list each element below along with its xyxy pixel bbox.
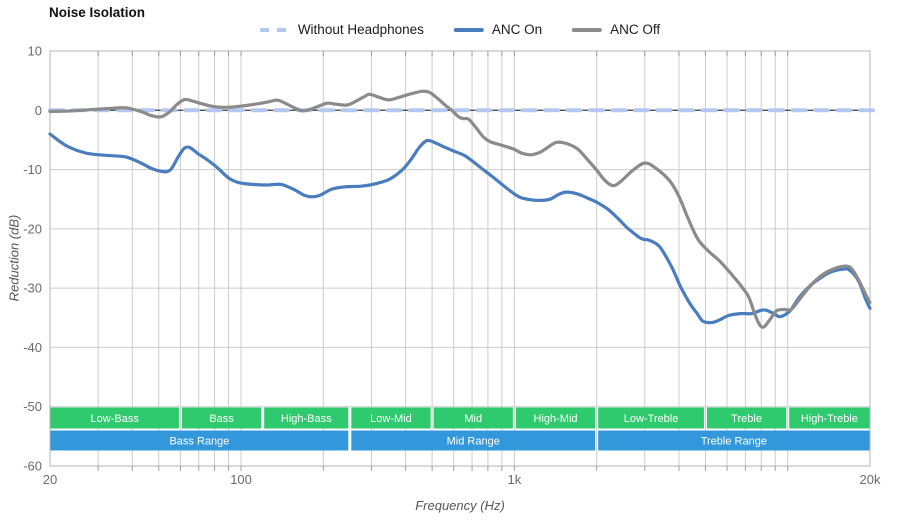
band-range-treble-range — [598, 430, 870, 451]
band-range-label: Treble Range — [701, 436, 767, 448]
band-low-treble — [598, 407, 704, 429]
band-label: Low-Bass — [91, 413, 140, 425]
band-low-mid — [351, 407, 431, 429]
band-range-mid-range — [351, 430, 596, 451]
plot-border — [49, 50, 871, 467]
legend-label: Without Headphones — [297, 22, 424, 37]
y-axis-title: Reduction (dB) — [6, 214, 22, 302]
y-tick-label: 0 — [35, 103, 42, 118]
y-tick-label: -40 — [23, 340, 42, 355]
series-anc-off-curve — [48, 89, 872, 329]
y-tick-label: -30 — [23, 281, 42, 296]
x-tick-label: 1k — [508, 472, 522, 487]
x-tick-label: 100 — [230, 472, 252, 487]
band-mid — [433, 407, 513, 429]
band-range-label: Mid Range — [447, 436, 500, 448]
band-label: High-Treble — [801, 413, 858, 425]
band-label: Mid — [464, 413, 482, 425]
band-high-bass — [264, 407, 349, 429]
band-label: Treble — [731, 413, 762, 425]
band-treble — [706, 407, 787, 429]
y-tick-label: -50 — [23, 399, 42, 414]
band-range-label: Bass Range — [169, 436, 229, 448]
x-tick-label: 20 — [43, 472, 57, 487]
legend-label: ANC On — [491, 22, 543, 37]
legend-swatch-anc-on — [453, 27, 484, 32]
chart-title: Noise Isolation — [49, 5, 146, 20]
band-high-mid — [515, 407, 596, 429]
band-high-treble — [789, 407, 870, 429]
band-range-bass-range — [50, 430, 349, 451]
legend-item-anc-on[interactable]: ANC On — [453, 22, 543, 37]
band-label: Low-Mid — [370, 413, 412, 425]
x-tick-label: 20k — [860, 472, 881, 487]
legend-item-anc-off[interactable]: ANC Off — [572, 22, 660, 37]
y-tick-label: -10 — [23, 162, 42, 177]
legend-label: ANC Off — [610, 22, 661, 37]
legend-item-without-headphones[interactable]: Without Headphones — [259, 22, 424, 37]
band-low-bass — [50, 407, 179, 429]
band-label: Bass — [209, 413, 234, 425]
band-bass — [181, 407, 262, 429]
y-tick-label: -20 — [23, 221, 42, 236]
legend: Without Headphones ANC On ANC Off — [259, 22, 660, 37]
y-tick-label: 10 — [28, 44, 42, 59]
legend-swatch-anc-off — [572, 27, 603, 32]
band-label: High-Bass — [281, 413, 332, 425]
legend-swatch-dashed-line — [259, 27, 290, 32]
band-label: High-Mid — [534, 413, 578, 425]
series-anc-on-curve — [48, 132, 872, 325]
band-label: Low-Treble — [624, 413, 679, 425]
y-tick-label: -60 — [23, 459, 42, 474]
x-axis-title: Frequency (Hz) — [415, 498, 505, 513]
